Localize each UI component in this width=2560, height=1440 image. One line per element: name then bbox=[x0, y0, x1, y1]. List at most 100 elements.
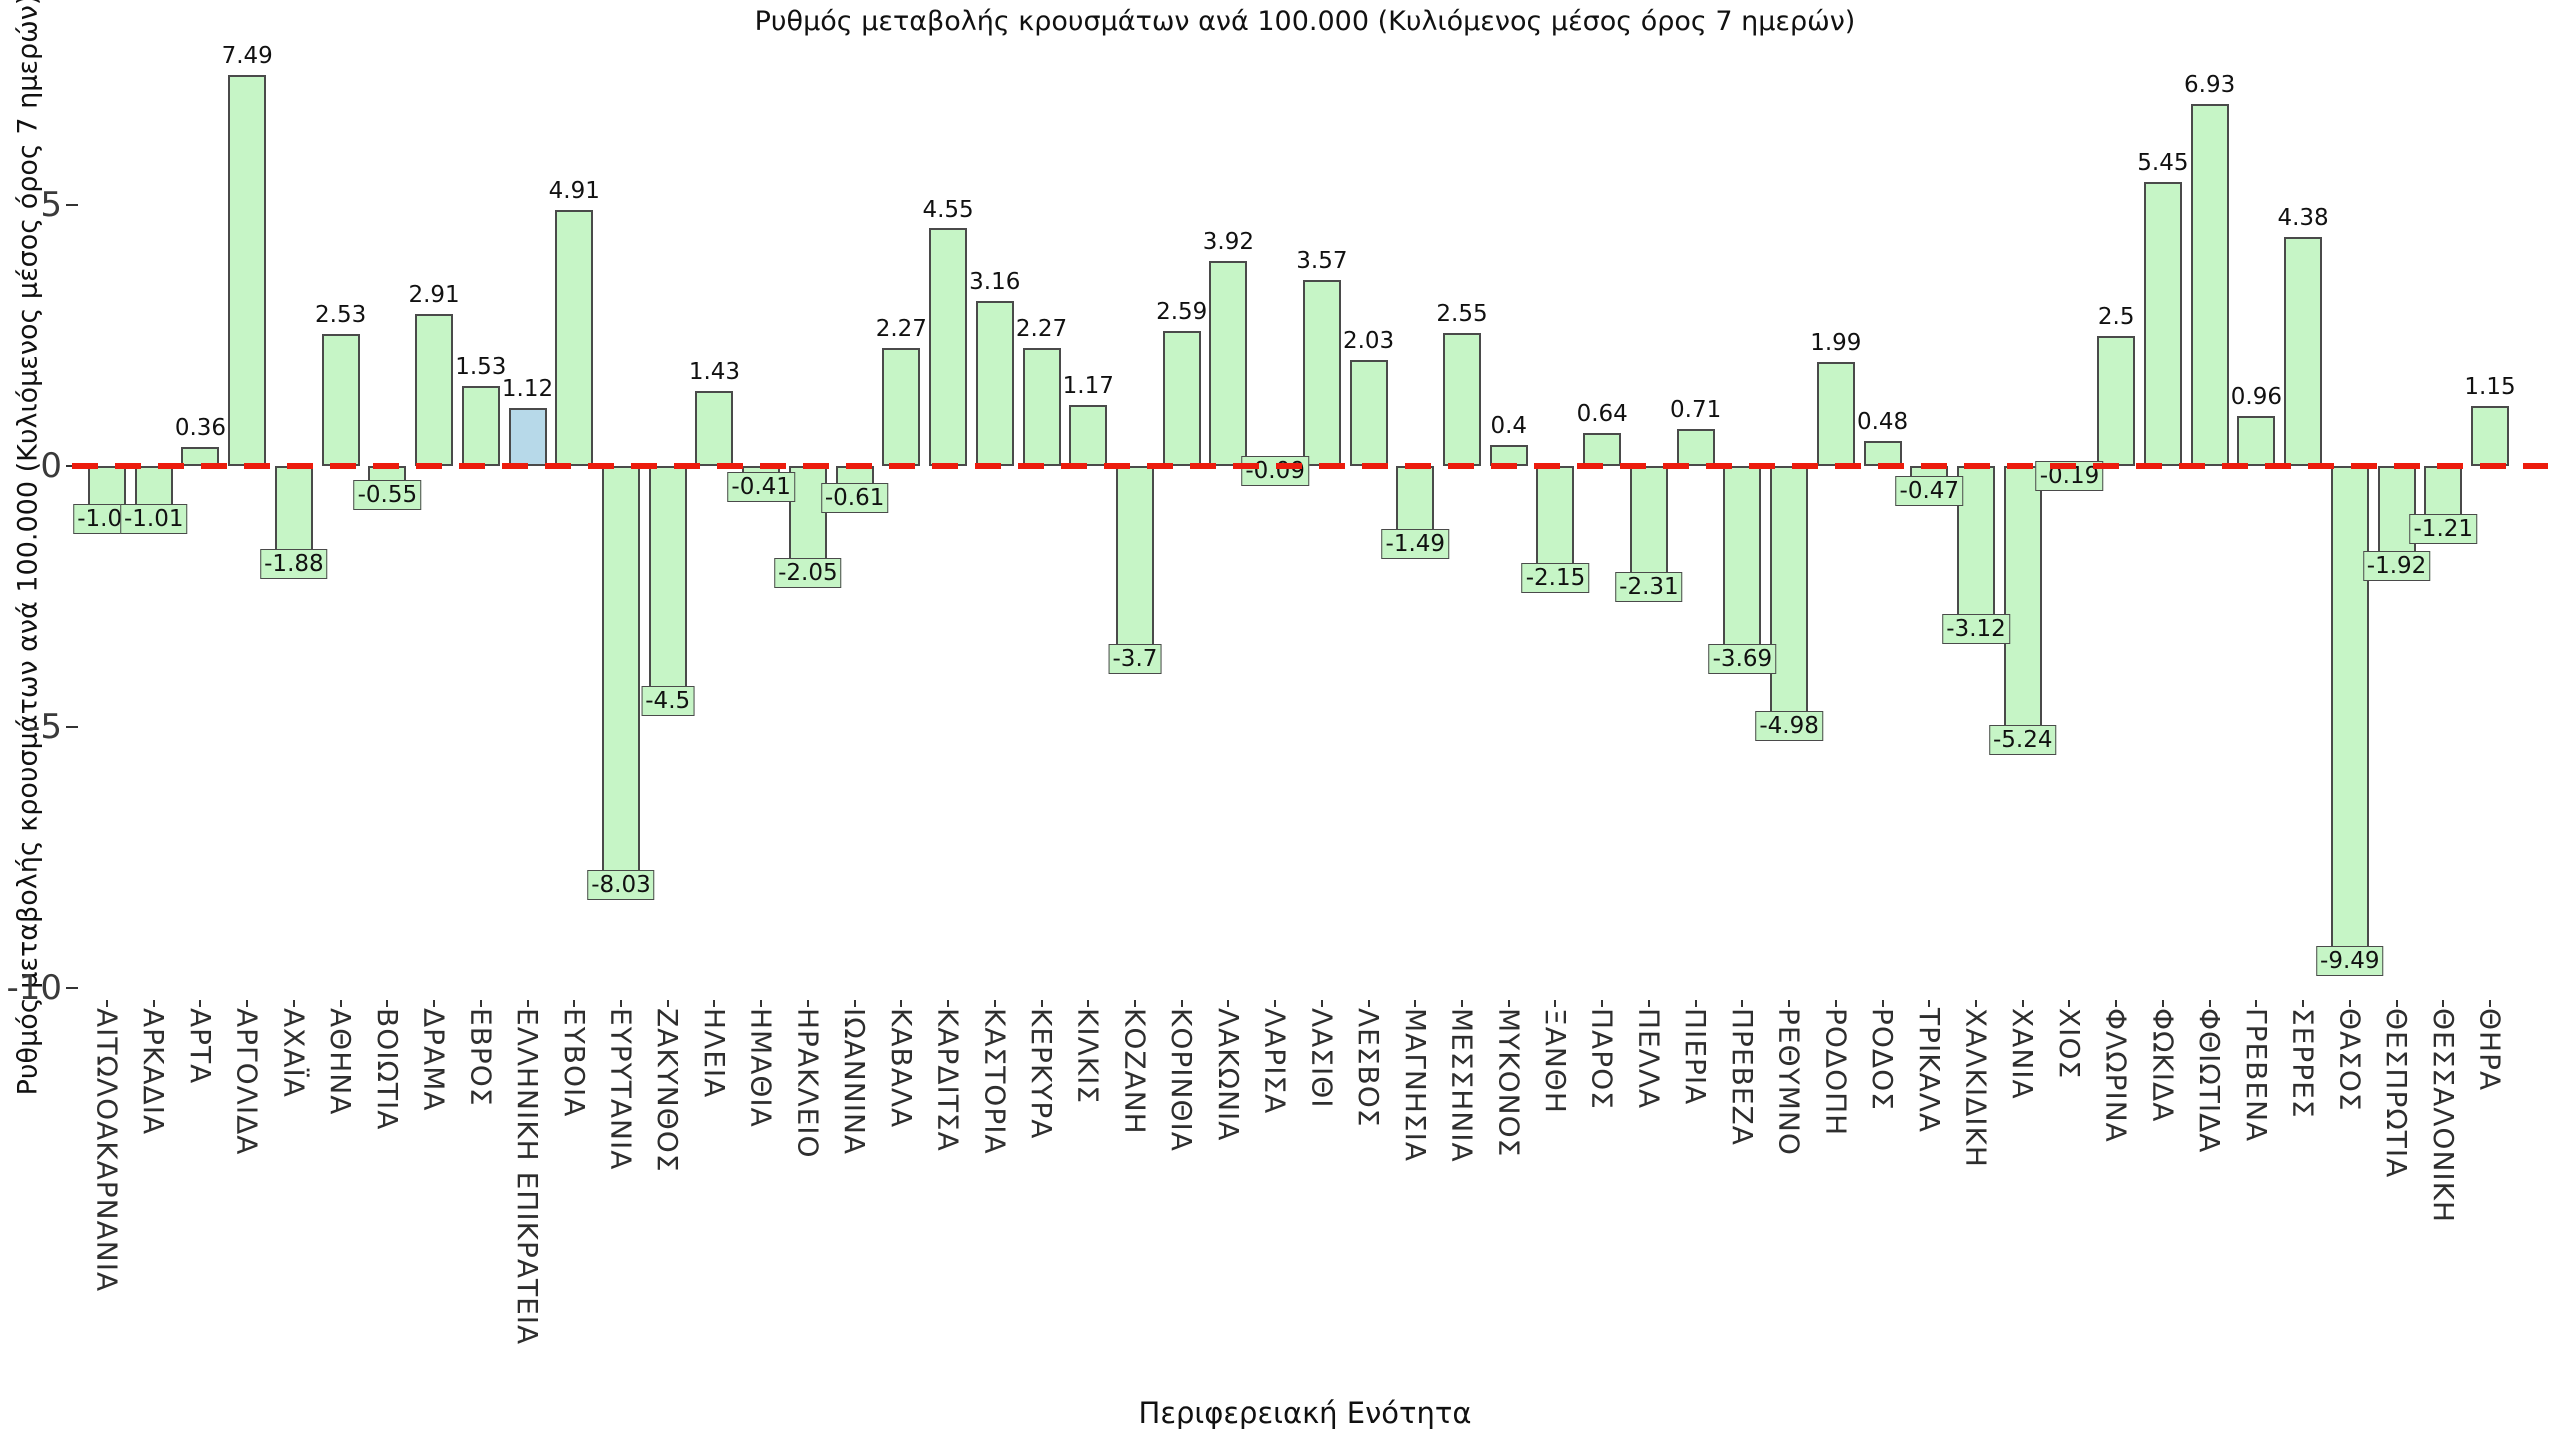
x-axis-tick bbox=[2395, 1000, 2398, 1007]
x-axis-tick bbox=[1601, 1000, 1604, 1007]
bar-value-label: -9.49 bbox=[2316, 946, 2384, 977]
x-category-label: ΕΛΛΗΝΙΚΗ ΕΠΙΚΡΑΤΕΙΑ bbox=[511, 1008, 545, 1346]
bar bbox=[929, 228, 968, 466]
bar bbox=[228, 75, 267, 466]
bar bbox=[2471, 405, 2509, 466]
x-axis-tick bbox=[292, 1000, 295, 1007]
bar-value-label: 1.99 bbox=[1810, 330, 1862, 357]
x-category-label: ΜΥΚΟΝΟΣ bbox=[1492, 1008, 1526, 1158]
bar-value-label: 3.16 bbox=[969, 269, 1021, 296]
bar bbox=[2190, 104, 2229, 466]
x-axis-tick bbox=[2208, 1000, 2211, 1007]
bar-value-label: 1.53 bbox=[455, 354, 507, 381]
x-category-label: ΠΕΛΛΑ bbox=[1632, 1008, 1666, 1110]
x-category-label: ΕΥΒΟΙΑ bbox=[557, 1008, 591, 1118]
x-axis-tick bbox=[760, 1000, 763, 1007]
x-axis-tick bbox=[1133, 1000, 1136, 1007]
bar bbox=[1629, 466, 1668, 587]
bar-value-label: -1.01 bbox=[119, 503, 188, 534]
x-category-label: ΧΑΛΚΙΔΙΚΗ bbox=[1959, 1008, 1993, 1168]
bar-value-label: -0.47 bbox=[1895, 475, 1964, 506]
bar-value-label: 1.17 bbox=[1062, 372, 1114, 399]
bar bbox=[1022, 347, 1061, 466]
x-category-label: ΚΑΡΔΙΤΣΑ bbox=[931, 1008, 965, 1152]
bar-value-label: 1.15 bbox=[2464, 373, 2516, 400]
bar-value-label: 2.27 bbox=[1015, 315, 1068, 342]
x-axis-tick bbox=[1741, 1000, 1744, 1007]
x-category-label: ΚΙΛΚΙΣ bbox=[1071, 1008, 1105, 1105]
x-axis-tick bbox=[1227, 1000, 1230, 1007]
x-category-label: ΑΘΗΝΑ bbox=[324, 1008, 358, 1116]
bar-value-label: 7.49 bbox=[221, 43, 273, 70]
bar-value-label: 2.03 bbox=[1342, 328, 1395, 355]
bar bbox=[1302, 279, 1341, 466]
x-category-label: ΑΡΚΑΔΙΑ bbox=[137, 1008, 171, 1136]
x-axis-tick bbox=[1414, 1000, 1417, 1007]
bar-value-label: -1.49 bbox=[1381, 528, 1450, 559]
bar bbox=[555, 209, 594, 466]
bar-value-label: -1.21 bbox=[2409, 514, 2478, 545]
x-axis-tick bbox=[2442, 1000, 2445, 1007]
x-axis-tick bbox=[900, 1000, 903, 1007]
bar bbox=[1162, 330, 1201, 466]
x-axis-tick bbox=[619, 1000, 622, 1007]
bar bbox=[1723, 466, 1762, 659]
bar-value-label: -0.55 bbox=[353, 479, 422, 510]
bar bbox=[1349, 360, 1388, 466]
x-category-label: ΙΩΑΝΝΙΝΑ bbox=[838, 1008, 872, 1156]
x-axis-tick bbox=[993, 1000, 996, 1007]
bar bbox=[882, 347, 921, 466]
x-category-label: ΣΕΡΡΕΣ bbox=[2286, 1008, 2320, 1119]
bar-value-label: -5.24 bbox=[1988, 724, 2057, 755]
x-axis-tick bbox=[1320, 1000, 1323, 1007]
bar bbox=[2143, 181, 2182, 466]
x-category-label: ΠΙΕΡΙΑ bbox=[1679, 1008, 1713, 1106]
bar-value-label: -1.88 bbox=[260, 549, 328, 580]
x-axis-tick bbox=[2115, 1000, 2118, 1007]
bar-value-label: -4.5 bbox=[641, 685, 695, 716]
x-category-label: ΛΑΚΩΝΙΑ bbox=[1211, 1008, 1245, 1142]
x-category-label: ΡΕΘΥΜΝΟ bbox=[1772, 1008, 1806, 1156]
y-axis-tick bbox=[66, 204, 78, 206]
x-category-label: ΜΕΣΣΗΝΙΑ bbox=[1445, 1008, 1479, 1163]
x-category-label: ΛΑΣΙΘΙ bbox=[1305, 1008, 1339, 1109]
x-axis-tick bbox=[2161, 1000, 2164, 1007]
x-axis-tick bbox=[199, 1000, 202, 1007]
x-axis-tick bbox=[1554, 1000, 1557, 1007]
bar-value-label: 0.64 bbox=[1576, 400, 1628, 427]
x-axis-tick bbox=[1040, 1000, 1043, 1007]
bar-highlight bbox=[508, 407, 547, 466]
x-axis-tick bbox=[713, 1000, 716, 1007]
bar bbox=[601, 466, 640, 886]
x-axis-tick bbox=[1694, 1000, 1697, 1007]
x-axis-tick bbox=[947, 1000, 950, 1007]
bar-value-label: 2.5 bbox=[2097, 303, 2135, 330]
bar-value-label: 6.93 bbox=[2184, 72, 2236, 99]
x-axis-tick bbox=[853, 1000, 856, 1007]
bar bbox=[1676, 428, 1715, 466]
x-axis-tick bbox=[433, 1000, 436, 1007]
x-axis-tick bbox=[386, 1000, 389, 1007]
bar bbox=[1770, 466, 1809, 726]
bar bbox=[2330, 466, 2369, 962]
x-axis-tick bbox=[152, 1000, 155, 1007]
bar-value-label: -1.92 bbox=[2362, 551, 2431, 582]
x-axis-tick bbox=[1928, 1000, 1931, 1007]
bar-value-label: 3.57 bbox=[1296, 247, 1348, 274]
x-category-label: ΑΡΤΑ bbox=[183, 1008, 217, 1085]
x-category-label: ΦΛΩΡΙΝΑ bbox=[2099, 1008, 2133, 1143]
bar-value-label: 0.96 bbox=[2230, 383, 2282, 410]
bar-value-label: 0.4 bbox=[1490, 413, 1528, 440]
bar-value-label: 0.71 bbox=[1670, 396, 1722, 423]
bar-value-label: 0.48 bbox=[1856, 408, 1909, 435]
bar-value-label: 1.12 bbox=[501, 375, 554, 402]
bar-value-label: 2.59 bbox=[1156, 298, 1208, 325]
x-axis-tick bbox=[1180, 1000, 1183, 1007]
x-axis-tick bbox=[2302, 1000, 2305, 1007]
y-axis-tick-label: 0 bbox=[40, 446, 62, 486]
x-axis-tick bbox=[2348, 1000, 2351, 1007]
x-category-label: ΕΒΡΟΣ bbox=[464, 1008, 498, 1107]
x-category-label: ΧΙΟΣ bbox=[2052, 1008, 2086, 1080]
x-category-label: ΘΑΣΟΣ bbox=[2333, 1008, 2367, 1112]
